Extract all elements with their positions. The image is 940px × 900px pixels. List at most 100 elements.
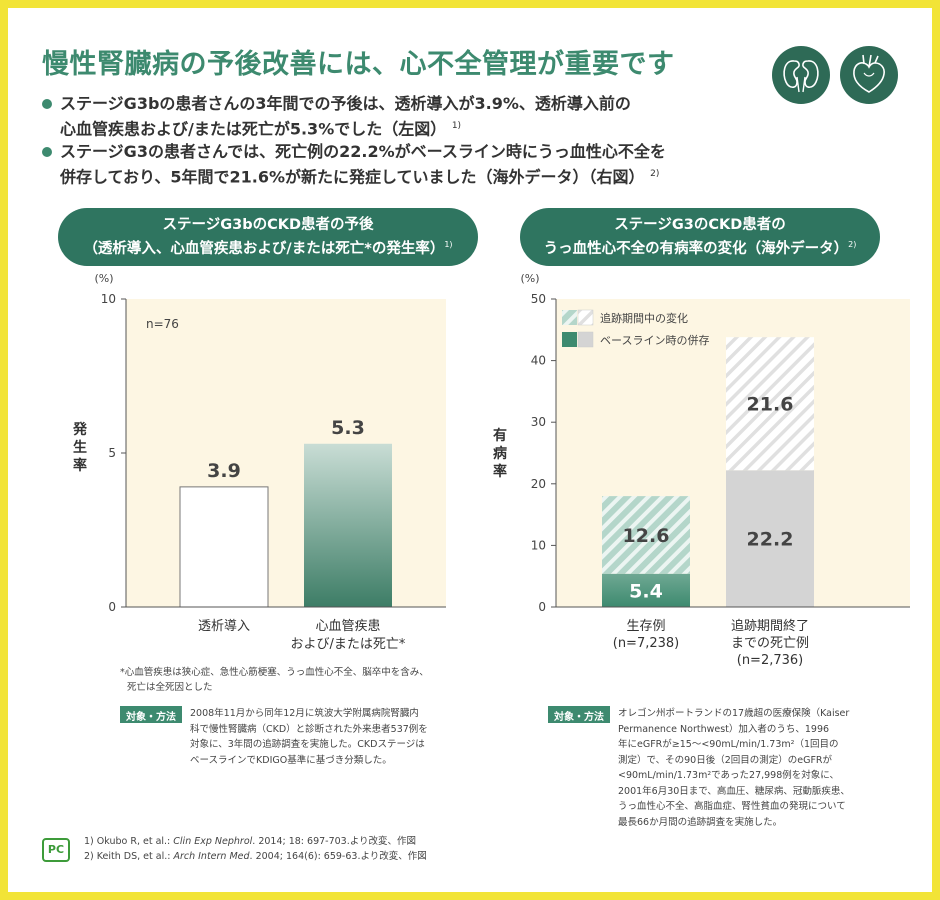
stacked-bar-change: [726, 337, 814, 471]
method-line: 測定）で、その90日後（2回目の測定）のeGFRが: [618, 754, 833, 766]
stacked-bar-baseline: [602, 573, 690, 607]
left-method-box: 対象・方法 2008年11月から同年12月に筑波大学附属病院腎臓内 科で慢性腎臓病…: [120, 706, 428, 768]
x-category-label: 追跡期間終了: [731, 618, 809, 634]
left-bar-chart: 0 5 10 3.9 5.3 (%) n=76 発生率 透析導入 心血管疾患および/また…: [72, 272, 446, 652]
right-method-box: 対象・方法 オレゴン州ポートランドの17歳超の医療保険（Kaiser Perman…: [548, 706, 850, 830]
right-header-line2: うっ血性心不全の有病率の変化（海外データ）: [543, 240, 849, 257]
method-line: Permanence Northwest）加入者のうち、1996: [618, 723, 830, 735]
method-text: オレゴン州ポートランドの17歳超の医療保険（Kaiser Permanence N…: [618, 706, 850, 830]
footnote-line: *心血管疾患は狭心症、急性心筋梗塞、うっ血性心不全、脳卒中を含み、: [120, 667, 429, 678]
x-category-label: および/または死亡*: [291, 637, 406, 652]
y-axis-title: 有: [493, 427, 507, 444]
right-stacked-bar-chart: 0 10 20 30 40 50 5.4 12.6 22.2 21.6 (%) 追跡期間中の変化…: [493, 272, 910, 668]
footnote: *心血管疾患は狭心症、急性心筋梗塞、うっ血性心不全、脳卒中を含み、 死亡は全死因…: [120, 665, 429, 695]
ref-authors: 1) Okubo R, et al.:: [84, 836, 174, 847]
reference-item: 2) Keith DS, et al.: Arch Intern Med. 20…: [84, 849, 427, 864]
stacked-bar-change: [602, 496, 690, 574]
method-line: 2001年6月30日まで、高血圧、糖尿病、冠動脈疾患、: [618, 785, 850, 797]
sample-size-label: n=76: [146, 317, 179, 331]
x-category-label: (n=2,736): [737, 653, 804, 668]
y-axis-title: 病: [493, 445, 507, 462]
y-unit-label: (%): [94, 272, 113, 285]
y-tick-label: 10: [531, 538, 546, 552]
bullet-ref: 2): [650, 169, 660, 179]
heart-icon: [840, 46, 898, 104]
pc-logo: PC: [42, 838, 70, 862]
bar: [179, 486, 269, 608]
references: 1) Okubo R, et al.: Clin Exp Nephrol. 20…: [84, 834, 427, 864]
plot-background: [126, 299, 446, 607]
method-line: 科で慢性腎臓病（CKD）と診断された外来患者537例を: [190, 723, 428, 735]
method-line: 年にeGFRが≥15〜<90mL/min/1.73m²（1回目の: [618, 739, 839, 750]
bullet-line: 心血管疾患および/または死亡が5.3%でした（左図）: [60, 119, 447, 139]
page: 慢性腎臓病の予後改善には、心不全管理が重要です ステージG3bの患者さんの3年間…: [8, 8, 932, 892]
stacked-bar-baseline: [726, 470, 814, 607]
right-header-ref: 2): [848, 240, 857, 250]
method-tag: 対象・方法: [120, 706, 182, 723]
y-axis-title: 率: [493, 463, 507, 480]
legend-label: ベースライン時の併存: [600, 333, 709, 347]
bullet-line: 併存しており、5年間で21.6%が新たに発症していました（海外データ）（右図）: [60, 167, 645, 187]
x-category-label: 心血管疾患: [315, 619, 380, 634]
right-header-line1: ステージG3のCKD患者の: [614, 217, 786, 234]
y-unit-label: (%): [520, 272, 539, 285]
footnote-line: 死亡は全死因とした: [127, 682, 213, 693]
legend-swatch: [577, 309, 594, 326]
method-line: 対象に、3年間の追跡調査を実施した。CKDステージは: [190, 739, 425, 750]
bullet-dot: [42, 99, 52, 109]
x-category-label: 生存例: [626, 619, 665, 634]
bar-value-label: 3.9: [207, 460, 241, 482]
method-line: オレゴン州ポートランドの17歳超の医療保険（Kaiser: [618, 708, 850, 719]
x-category-label: 透析導入: [198, 619, 250, 634]
bar-value-label: 21.6: [747, 394, 794, 416]
left-header-line1: ステージG3bのCKD患者の予後: [162, 217, 374, 234]
y-axis-title: 生: [73, 439, 87, 456]
method-line: ベースラインでKDIGO基準に基づき分類した。: [190, 754, 392, 766]
x-category-label: (n=7,238): [613, 636, 680, 651]
legend-label: 追跡期間中の変化: [600, 311, 688, 325]
legend-swatch: [562, 332, 577, 347]
bar-value-label: 5.3: [331, 417, 365, 439]
method-line: 最長66か月間の追跡調査を実施した。: [618, 816, 783, 828]
bullet-line: ステージG3の患者さんでは、死亡例の22.2%がベースライン時にうっ血性心不全を: [60, 142, 666, 161]
y-tick-label: 0: [108, 600, 116, 614]
ref-details: . 2004; 164(6): 659-63.より改変、作図: [249, 851, 427, 862]
method-text: 2008年11月から同年12月に筑波大学附属病院腎臓内 科で慢性腎臓病（CKD）と…: [190, 706, 428, 768]
ref-details: . 2014; 18: 697-703.より改変、作図: [252, 836, 417, 847]
y-tick-label: 20: [531, 477, 546, 491]
y-axis-title: 率: [73, 457, 87, 474]
bullet-ref: 1): [451, 121, 462, 131]
method-line: 2008年11月から同年12月に筑波大学附属病院腎臓内: [190, 708, 419, 719]
y-tick-label: 5: [108, 446, 116, 460]
bar-value-label: 22.2: [747, 529, 794, 551]
bullet-item: ステージG3の患者さんでは、死亡例の22.2%がベースライン時にうっ血性心不全を…: [42, 140, 666, 188]
ref-journal: Clin Exp Nephrol: [173, 836, 253, 847]
ref-journal: Arch Intern Med: [173, 851, 250, 862]
y-axis-title: 発: [72, 421, 88, 438]
y-tick-label: 10: [101, 292, 116, 306]
bar-value-label: 5.4: [629, 580, 663, 602]
bullet-line: ステージG3bの患者さんの3年間での予後は、透析導入が3.9%、透析導入前の: [60, 94, 631, 113]
reference-item: 1) Okubo R, et al.: Clin Exp Nephrol. 20…: [84, 834, 427, 849]
y-tick-label: 30: [531, 415, 546, 429]
x-category-label: までの死亡例: [731, 636, 809, 651]
bullet-dot: [42, 147, 52, 157]
legend-swatch: [562, 310, 577, 325]
ref-authors: 2) Keith DS, et al.:: [84, 851, 174, 862]
bar: [304, 443, 392, 607]
y-tick-label: 0: [538, 600, 546, 614]
legend-swatch: [577, 331, 594, 348]
y-tick-label: 40: [531, 354, 546, 368]
bar-value-label: 12.6: [623, 525, 670, 547]
page-title: 慢性腎臓病の予後改善には、心不全管理が重要です: [42, 49, 675, 80]
kidney-icon: [772, 46, 830, 104]
y-tick-label: 50: [531, 292, 546, 306]
method-line: うっ血性心不全、高脂血症、腎性貧血の発現について: [618, 801, 846, 812]
left-header-ref: 1): [444, 240, 453, 250]
left-chart-header: ステージG3bのCKD患者の予後 （透析導入、心血管疾患および/または死亡*の発…: [58, 208, 478, 266]
right-chart-header: ステージG3のCKD患者の うっ血性心不全の有病率の変化（海外データ）2): [520, 208, 880, 266]
method-tag: 対象・方法: [548, 706, 610, 723]
method-line: <90mL/min/1.73m²であった27,998例を対象に、: [618, 770, 839, 781]
left-header-line2: （透析導入、心血管疾患および/または死亡*の発生率）: [83, 240, 445, 257]
